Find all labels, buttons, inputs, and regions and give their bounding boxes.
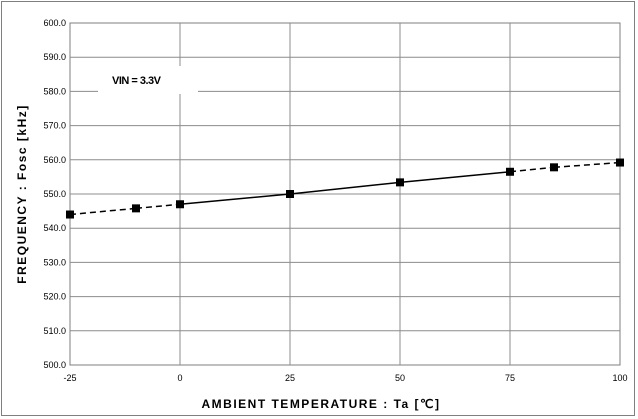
x-tick-label: 25	[285, 373, 295, 383]
data-point-marker	[550, 163, 558, 171]
x-tick-label: -25	[63, 373, 76, 383]
y-tick-label: 570.0	[43, 121, 66, 131]
data-point-marker	[286, 190, 294, 198]
y-axis-title: FREQUENCY : Fosc [kHz]	[15, 104, 29, 283]
x-tick-label: 100	[612, 373, 627, 383]
x-tick-label: 0	[177, 373, 182, 383]
data-point-marker	[176, 200, 184, 208]
data-point-marker	[396, 178, 404, 186]
x-axis-title: AMBIENT TEMPERATURE : Ta [℃]	[201, 397, 440, 411]
y-tick-label: 500.0	[43, 360, 66, 370]
data-point-marker	[132, 204, 140, 212]
annotation-box: VIN = 3.3V	[98, 66, 198, 94]
data-point-marker	[616, 159, 624, 167]
data-point-marker	[506, 168, 514, 176]
y-tick-label: 530.0	[43, 257, 66, 267]
y-tick-label: 510.0	[43, 326, 66, 336]
annotation-text: VIN = 3.3V	[112, 75, 162, 87]
x-tick-label: 75	[505, 373, 515, 383]
y-tick-label: 520.0	[43, 292, 66, 302]
y-tick-label: 590.0	[43, 52, 66, 62]
y-tick-label: 540.0	[43, 223, 66, 233]
y-tick-label: 580.0	[43, 86, 66, 96]
y-tick-labels: 500.0 510.0 520.0 530.0 540.0 550.0 560.0 570.0…	[43, 18, 66, 370]
y-tick-label: 600.0	[43, 18, 66, 28]
x-tick-labels: -25 0 25 50 75 100	[63, 373, 627, 383]
y-tick-label: 550.0	[43, 189, 66, 199]
x-tick-label: 50	[395, 373, 405, 383]
y-tick-label: 560.0	[43, 155, 66, 165]
data-point-marker	[66, 211, 74, 219]
